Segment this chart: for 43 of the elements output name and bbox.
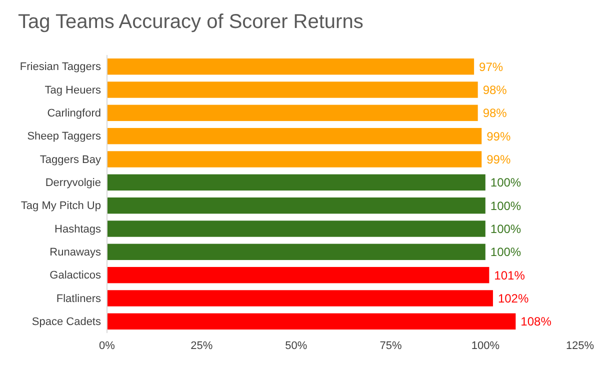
y-tick-label: Space Cadets	[32, 316, 102, 328]
bar	[107, 151, 482, 168]
bar	[107, 244, 486, 260]
y-tick-label: Taggers Bay	[40, 154, 102, 166]
bar	[107, 313, 516, 330]
bar	[107, 266, 490, 284]
bar	[107, 128, 482, 144]
data-label: 97%	[479, 60, 504, 74]
y-tick-label: Hashtags	[54, 223, 102, 236]
x-tick-label: 0%	[99, 340, 116, 352]
bar	[107, 290, 493, 306]
bar	[107, 220, 486, 237]
data-label: 100%	[490, 176, 522, 190]
y-tick-label: Tag My Pitch Up	[20, 200, 101, 212]
data-label: 101%	[494, 268, 526, 282]
bar	[107, 82, 478, 98]
bar	[107, 58, 474, 75]
y-tick-label: Runaways	[50, 246, 102, 258]
data-label: 100%	[490, 245, 522, 260]
y-tick-label: Friesian Taggers	[20, 61, 102, 74]
y-tick-label: Tag Heuers	[44, 84, 102, 96]
chart-title: Tag Teams Accuracy of Scorer Returns	[18, 11, 364, 33]
y-tick-label: Sheep Taggers	[27, 130, 102, 143]
data-label: 98%	[482, 106, 508, 120]
data-label: 99%	[486, 152, 511, 166]
data-label: 100%	[490, 198, 522, 213]
x-tick-label: 75%	[380, 340, 402, 352]
data-label: 98%	[482, 82, 508, 97]
x-tick-label: 100%	[471, 340, 500, 352]
x-tick-label: 50%	[285, 340, 308, 352]
x-tick-label: 125%	[566, 340, 594, 352]
y-tick-label: Flatliners	[56, 292, 102, 305]
y-tick-label: Galacticos	[50, 270, 102, 282]
data-label: 102%	[498, 291, 529, 306]
data-label: 108%	[520, 314, 552, 329]
bar	[107, 197, 486, 214]
bar	[107, 104, 478, 122]
data-label: 99%	[486, 129, 511, 144]
y-tick-label: Carlingford	[47, 107, 101, 120]
bar	[107, 174, 486, 191]
x-tick-label: 25%	[190, 340, 213, 352]
y-tick-label: Derryvolgie	[45, 176, 101, 189]
data-label: 100%	[490, 222, 522, 236]
